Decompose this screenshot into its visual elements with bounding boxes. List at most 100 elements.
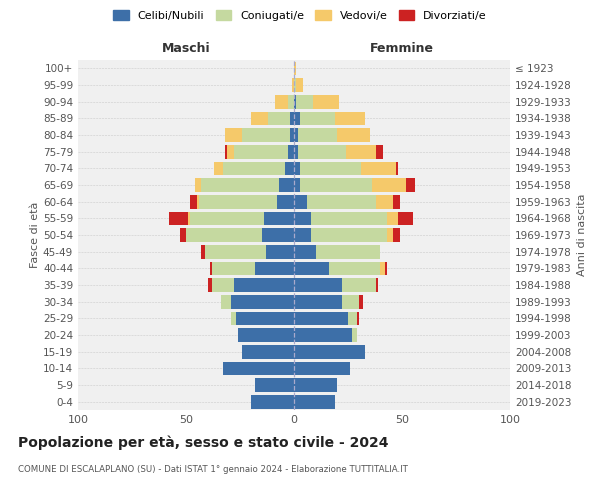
Bar — [294, 362, 350, 375]
Bar — [212, 262, 255, 275]
Bar — [277, 195, 294, 208]
Bar — [348, 312, 356, 325]
Bar — [341, 278, 376, 292]
Bar — [190, 212, 264, 225]
Bar — [294, 195, 307, 208]
Bar — [346, 145, 376, 158]
Bar — [233, 145, 287, 158]
Bar — [266, 245, 294, 258]
Bar — [169, 212, 188, 225]
Bar — [236, 312, 294, 325]
Bar — [341, 295, 359, 308]
Bar — [337, 128, 370, 142]
Bar — [395, 162, 398, 175]
Bar — [394, 195, 400, 208]
Bar — [251, 112, 268, 125]
Bar — [316, 245, 380, 258]
Bar — [294, 178, 301, 192]
Bar — [287, 145, 294, 158]
Bar — [201, 245, 205, 258]
Bar — [199, 195, 277, 208]
Bar — [294, 262, 329, 275]
Text: Maschi: Maschi — [161, 42, 211, 55]
Legend: Celibi/Nubili, Coniugati/e, Vedovi/e, Divorziati/e: Celibi/Nubili, Coniugati/e, Vedovi/e, Di… — [109, 6, 491, 25]
Bar — [210, 262, 212, 275]
Bar — [294, 212, 311, 225]
Bar — [205, 245, 266, 258]
Bar — [208, 278, 212, 292]
Bar — [214, 162, 223, 175]
Bar — [223, 162, 286, 175]
Bar — [221, 295, 232, 308]
Bar — [406, 178, 415, 192]
Bar — [359, 295, 363, 308]
Bar — [398, 212, 413, 225]
Bar — [233, 278, 294, 292]
Bar — [294, 162, 301, 175]
Bar — [194, 178, 201, 192]
Bar — [294, 78, 296, 92]
Bar — [361, 162, 395, 175]
Bar — [387, 228, 394, 242]
Bar — [251, 395, 294, 408]
Bar — [201, 178, 279, 192]
Bar — [197, 195, 199, 208]
Bar — [294, 395, 335, 408]
Bar — [232, 312, 236, 325]
Bar — [301, 162, 361, 175]
Bar — [301, 178, 372, 192]
Bar — [311, 212, 387, 225]
Bar — [232, 295, 294, 308]
Bar — [313, 95, 340, 108]
Bar — [387, 212, 398, 225]
Bar — [238, 328, 294, 342]
Bar — [385, 262, 387, 275]
Bar — [225, 128, 242, 142]
Bar — [286, 162, 294, 175]
Text: Popolazione per età, sesso e stato civile - 2024: Popolazione per età, sesso e stato civil… — [18, 435, 389, 450]
Bar — [294, 328, 352, 342]
Y-axis label: Fasce di età: Fasce di età — [30, 202, 40, 268]
Bar — [294, 145, 298, 158]
Bar — [294, 295, 341, 308]
Bar — [287, 95, 294, 108]
Bar — [376, 278, 378, 292]
Bar — [262, 228, 294, 242]
Bar — [212, 278, 233, 292]
Bar — [292, 78, 294, 92]
Bar — [394, 228, 400, 242]
Bar — [242, 345, 294, 358]
Bar — [294, 128, 298, 142]
Bar — [275, 95, 287, 108]
Bar — [223, 362, 294, 375]
Bar — [296, 95, 313, 108]
Bar — [242, 128, 290, 142]
Bar — [301, 112, 335, 125]
Bar — [294, 112, 301, 125]
Bar — [179, 228, 186, 242]
Bar — [356, 312, 359, 325]
Text: Femmine: Femmine — [370, 42, 434, 55]
Y-axis label: Anni di nascita: Anni di nascita — [577, 194, 587, 276]
Bar — [311, 228, 387, 242]
Bar — [380, 262, 385, 275]
Bar — [307, 195, 376, 208]
Bar — [335, 112, 365, 125]
Bar — [279, 178, 294, 192]
Text: COMUNE DI ESCALAPLANO (SU) - Dati ISTAT 1° gennaio 2024 - Elaborazione TUTTITALI: COMUNE DI ESCALAPLANO (SU) - Dati ISTAT … — [18, 465, 408, 474]
Bar — [352, 328, 356, 342]
Bar — [290, 112, 294, 125]
Bar — [376, 145, 383, 158]
Bar — [376, 195, 394, 208]
Bar — [296, 78, 302, 92]
Bar — [294, 228, 311, 242]
Bar — [294, 95, 296, 108]
Bar — [225, 145, 227, 158]
Bar — [294, 245, 316, 258]
Bar — [227, 145, 233, 158]
Bar — [372, 178, 406, 192]
Bar — [294, 62, 296, 75]
Bar — [294, 345, 365, 358]
Bar — [255, 378, 294, 392]
Bar — [186, 228, 262, 242]
